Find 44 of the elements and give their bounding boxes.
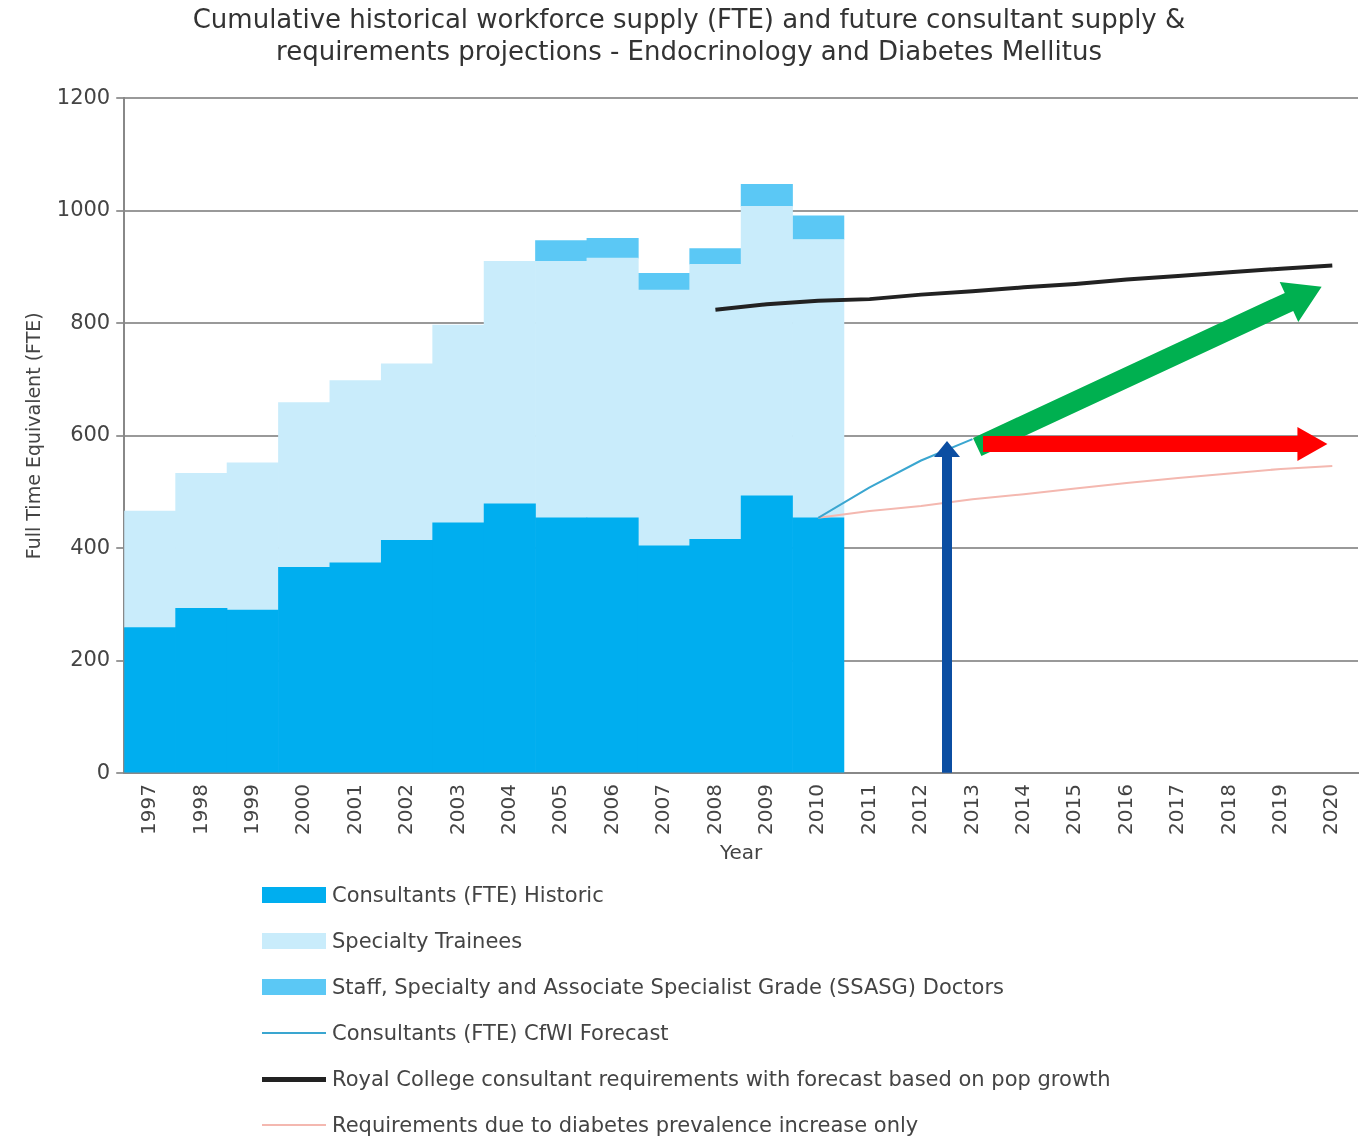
x-tick-label: 2009 [753,784,778,836]
x-tick-label: 2013 [958,784,983,836]
y-tick-label: 600 [70,422,111,447]
bar [689,248,742,265]
x-tick-label: 2012 [907,784,932,836]
x-tick-label: 2006 [598,784,623,836]
bar [792,215,845,240]
legend-label: Staff, Specialty and Associate Specialist Grade (SSASG) Doctors [332,975,1004,999]
x-tick-label: 1998 [187,784,212,836]
x-tick-label: 2000 [290,784,315,836]
x-tick-label: 2015 [1061,784,1086,836]
legend-label: Royal College consultant requirements with forecast based on pop growth [332,1067,1111,1091]
y-axis-title: Full Time Equivalent (FTE) [22,312,45,560]
bar [740,184,793,207]
x-tick-label: 2018 [1215,784,1240,836]
x-tick-label: 2017 [1164,784,1189,836]
legend-label: Consultants (FTE) Historic [332,883,604,907]
legend-label: Specialty Trainees [332,929,523,953]
x-tick-label: 2002 [393,784,418,836]
x-tick-label: 1997 [136,784,161,836]
bar [637,272,691,291]
x-tick-label: 2007 [650,784,675,836]
y-tick-label: 1200 [56,84,111,109]
x-tick-label: 2019 [1267,784,1292,836]
x-tick-label: 2016 [1112,784,1137,836]
chart-title: Cumulative historical workforce supply (FTE) and future consultant supply & requirements projections - Endocrinology and Diabetes Mellitus [192,4,1186,66]
x-tick-label: 2003 [444,784,469,836]
x-tick-label: 2011 [855,784,880,836]
x-tick-label: 2008 [701,784,726,836]
x-tick-label: 2005 [547,784,572,836]
y-tick-label: 0 [96,759,111,784]
y-tick-label: 200 [70,647,111,672]
y-tick-label: 800 [70,309,111,334]
x-tick-label: 2014 [1010,784,1035,836]
x-tick-label: 1999 [238,784,263,836]
legend-label: Requirements due to diabetes prevalence increase only [332,1113,919,1136]
y-tick-label: 400 [70,534,111,559]
x-tick-label: 2010 [804,784,829,836]
x-tick-label: 2004 [496,784,520,836]
legend-label: Consultants (FTE) CfWI Forecast [332,1021,669,1045]
x-tick-label: 2001 [341,784,366,836]
x-axis-title: Year [718,840,764,865]
x-tick-label: 2020 [1318,784,1343,836]
y-tick-label: 1000 [56,197,111,222]
